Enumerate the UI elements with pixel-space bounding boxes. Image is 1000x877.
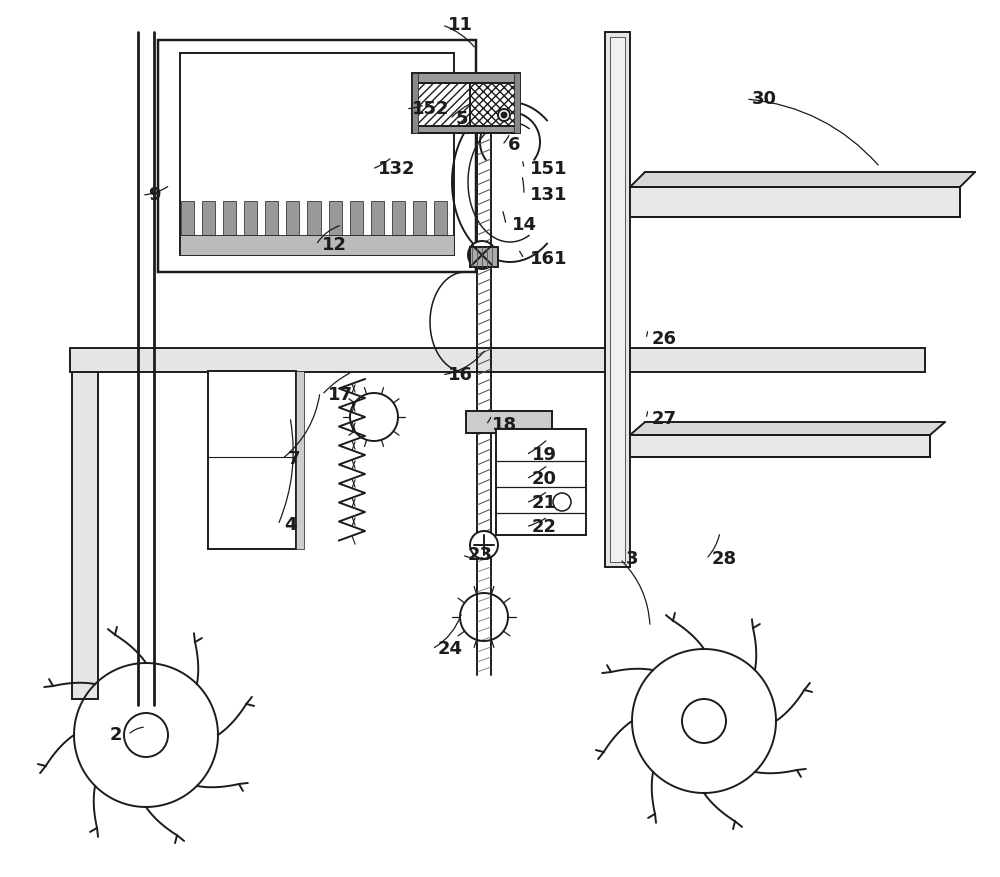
Bar — [392, 201, 405, 235]
Circle shape — [502, 112, 507, 118]
Text: 12: 12 — [322, 236, 347, 254]
Text: 161: 161 — [530, 250, 568, 268]
Text: 131: 131 — [530, 186, 568, 204]
Text: 17: 17 — [328, 386, 353, 404]
Text: 132: 132 — [378, 160, 416, 178]
Bar — [307, 201, 321, 235]
Text: 7: 7 — [288, 450, 300, 468]
Bar — [208, 371, 296, 549]
Bar — [286, 201, 299, 235]
Text: 26: 26 — [652, 330, 677, 348]
Circle shape — [498, 109, 510, 121]
Circle shape — [682, 699, 726, 743]
Text: 22: 22 — [532, 518, 557, 536]
Circle shape — [553, 493, 571, 511]
Text: 9: 9 — [148, 186, 160, 204]
Text: 4: 4 — [284, 516, 296, 534]
Bar — [350, 201, 363, 235]
Text: 14: 14 — [512, 216, 537, 234]
Bar — [470, 247, 498, 267]
Bar — [605, 32, 630, 567]
Bar — [223, 201, 236, 235]
Circle shape — [470, 531, 498, 559]
Text: 5: 5 — [456, 110, 468, 128]
Text: 18: 18 — [492, 416, 517, 434]
Bar — [371, 201, 384, 235]
Bar — [180, 53, 454, 255]
Bar — [412, 73, 520, 83]
Bar — [514, 73, 520, 133]
Text: 27: 27 — [652, 410, 677, 428]
Circle shape — [468, 241, 496, 269]
Bar — [610, 37, 625, 562]
Text: 28: 28 — [712, 550, 737, 568]
Bar — [412, 83, 470, 133]
Bar — [413, 201, 426, 235]
Bar — [180, 235, 454, 255]
Text: 2: 2 — [110, 726, 122, 744]
Bar — [434, 201, 447, 235]
Text: 23: 23 — [468, 546, 493, 564]
Bar — [466, 411, 552, 433]
Text: 3: 3 — [626, 550, 639, 568]
Bar — [496, 429, 586, 535]
Bar — [630, 435, 930, 457]
Text: 151: 151 — [530, 160, 568, 178]
Polygon shape — [630, 172, 975, 187]
Bar — [412, 126, 520, 133]
Text: 11: 11 — [448, 16, 473, 34]
Polygon shape — [630, 422, 945, 435]
Text: 16: 16 — [448, 366, 473, 384]
Text: 152: 152 — [412, 100, 449, 118]
Bar — [412, 73, 418, 133]
Text: 21: 21 — [532, 494, 557, 512]
Text: 24: 24 — [438, 640, 463, 658]
Bar — [630, 187, 960, 217]
Bar — [296, 371, 304, 549]
Text: 19: 19 — [532, 446, 557, 464]
Text: 30: 30 — [752, 90, 777, 108]
Bar — [181, 201, 194, 235]
Bar — [72, 372, 98, 699]
Text: 20: 20 — [532, 470, 557, 488]
Text: 6: 6 — [508, 136, 520, 154]
Bar — [244, 201, 257, 235]
Bar — [202, 201, 215, 235]
Bar — [265, 201, 278, 235]
Bar — [158, 40, 476, 272]
Circle shape — [124, 713, 168, 757]
Bar — [70, 348, 925, 372]
Bar — [329, 201, 342, 235]
Bar — [470, 83, 520, 133]
